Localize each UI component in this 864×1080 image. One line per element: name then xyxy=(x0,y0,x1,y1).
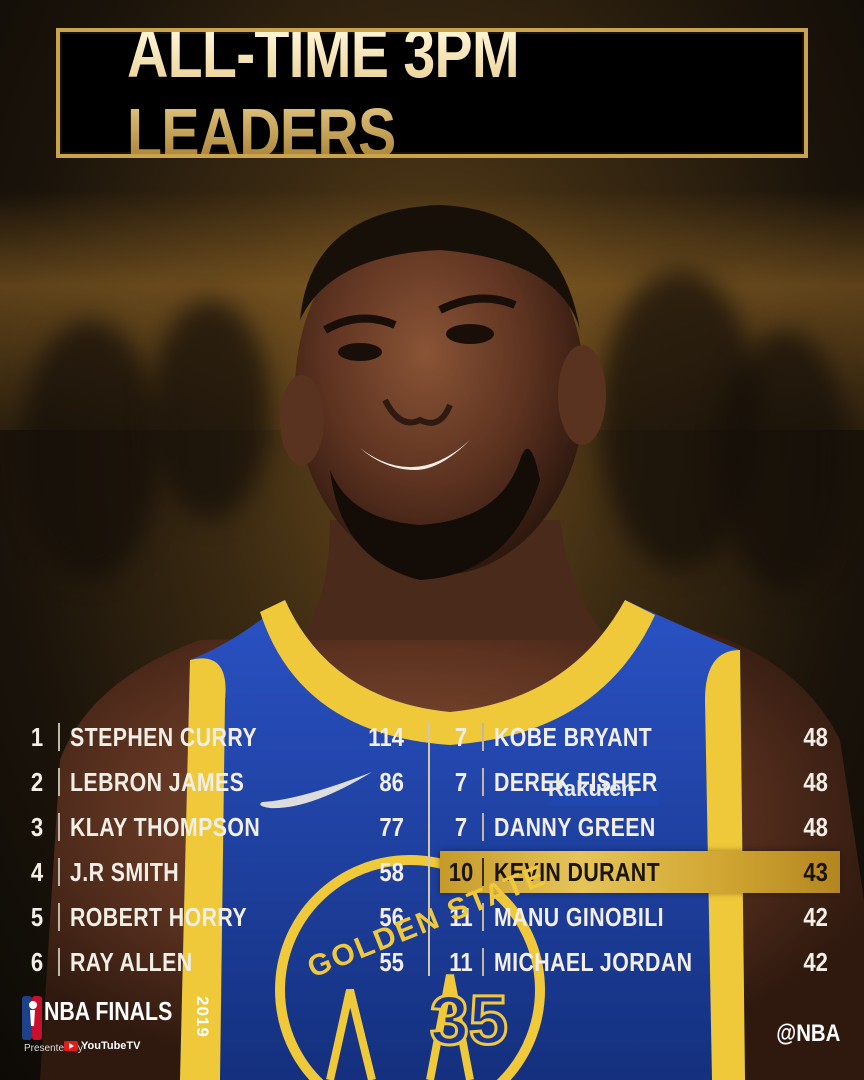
leader-row: 7 DANNY GREEN 48 xyxy=(444,805,828,849)
leader-rank: 5 xyxy=(30,901,44,932)
leader-name: STEPHEN CURRY xyxy=(70,721,257,752)
leader-rank: 6 xyxy=(30,946,44,977)
sponsor-badge: YouTubeTV xyxy=(64,1040,140,1052)
leader-name: DEREK FISHER xyxy=(494,766,658,797)
leader-value: 56 xyxy=(379,901,404,932)
leader-rank: 2 xyxy=(30,766,44,797)
social-handle: @NBA xyxy=(775,1020,840,1047)
leader-name: J.R SMITH xyxy=(70,856,180,887)
jersey xyxy=(180,600,745,1080)
jersey-sponsor: Rakuten xyxy=(548,776,635,801)
beard xyxy=(330,448,540,580)
leader-value: 55 xyxy=(379,946,404,977)
page-title: ALL-TIME 3PM LEADERS xyxy=(127,14,737,172)
presented-by: Presented by xyxy=(24,1043,83,1054)
leader-name: MICHAEL JORDAN xyxy=(494,946,693,977)
leader-rank: 1 xyxy=(30,721,44,752)
right-eye xyxy=(446,324,494,344)
leader-row: 7 DEREK FISHER 48 xyxy=(444,760,828,804)
nba-logo-icon xyxy=(22,996,42,1040)
leaders-table: 1 STEPHEN CURRY 114 2 LEBRON JAMES 86 3 … xyxy=(0,715,864,995)
leader-name: KLAY THOMPSON xyxy=(70,811,261,842)
highlight-bar xyxy=(440,851,840,893)
leader-row: 11 MANU GINOBILI 42 xyxy=(444,895,828,939)
leader-row-highlighted: 10 KEVIN DURANT 43 xyxy=(444,850,828,894)
leader-value: 58 xyxy=(379,856,404,887)
leader-row: 3 KLAY THOMPSON 77 xyxy=(20,805,404,849)
leader-name: DANNY GREEN xyxy=(494,811,656,842)
leader-rank: 7 xyxy=(454,721,468,752)
background-crowd-figure xyxy=(20,320,160,580)
right-ear xyxy=(558,345,606,445)
leader-rank: 10 xyxy=(448,856,474,887)
jersey-left-trim xyxy=(180,658,226,1080)
youtube-play-icon xyxy=(64,1041,78,1051)
warriors-bridge xyxy=(326,974,474,1080)
leader-row: 2 LEBRON JAMES 86 xyxy=(20,760,404,804)
leader-rank: 11 xyxy=(449,946,473,977)
leader-value: 42 xyxy=(803,901,828,932)
leader-name: KOBE BRYANT xyxy=(494,721,653,752)
jersey-number: 35 xyxy=(429,980,510,1061)
leader-value: 86 xyxy=(379,766,404,797)
background-crowd-figure xyxy=(720,330,850,590)
background-crowd-figure xyxy=(150,300,270,520)
leader-name: MANU GINOBILI xyxy=(494,901,664,932)
title-banner: ALL-TIME 3PM LEADERS xyxy=(56,14,808,172)
jersey-collar xyxy=(260,600,655,745)
leader-row: 11 MICHAEL JORDAN 42 xyxy=(444,940,828,984)
leader-value: 114 xyxy=(368,721,404,752)
leader-row: 4 J.R SMITH 58 xyxy=(20,850,404,894)
leader-name: LEBRON JAMES xyxy=(70,766,245,797)
finals-year: 2019 xyxy=(193,996,212,1038)
column-divider xyxy=(428,722,430,976)
leader-name: KEVIN DURANT xyxy=(494,856,661,887)
nose xyxy=(382,398,453,426)
leader-rank: 3 xyxy=(30,811,44,842)
leader-name: ROBERT HORRY xyxy=(70,901,248,932)
leader-value: 43 xyxy=(803,856,828,887)
leader-row: 7 KOBE BRYANT 48 xyxy=(444,715,828,759)
sponsor-name: YouTubeTV xyxy=(81,1040,141,1052)
leader-rank: 7 xyxy=(454,811,468,842)
leader-rank: 4 xyxy=(30,856,44,887)
nike-swoosh-icon xyxy=(260,772,372,809)
leader-value: 48 xyxy=(803,811,828,842)
leader-value: 48 xyxy=(803,721,828,752)
warriors-logo-ring xyxy=(275,855,545,1080)
nba-finals-brand: NBA FINALS xyxy=(44,996,173,1026)
leader-value: 77 xyxy=(379,811,404,842)
left-eye xyxy=(338,343,382,361)
left-ear xyxy=(280,375,324,465)
leader-name: RAY ALLEN xyxy=(70,946,193,977)
leader-rank: 7 xyxy=(454,766,468,797)
leader-row: 5 ROBERT HORRY 56 xyxy=(20,895,404,939)
leader-value: 48 xyxy=(803,766,828,797)
leader-rank: 11 xyxy=(449,901,473,932)
sponsor-patch xyxy=(548,772,660,806)
leader-row: 6 RAY ALLEN 55 xyxy=(20,940,404,984)
leader-row: 1 STEPHEN CURRY 114 xyxy=(20,715,404,759)
leader-value: 42 xyxy=(803,946,828,977)
hair xyxy=(300,205,580,330)
